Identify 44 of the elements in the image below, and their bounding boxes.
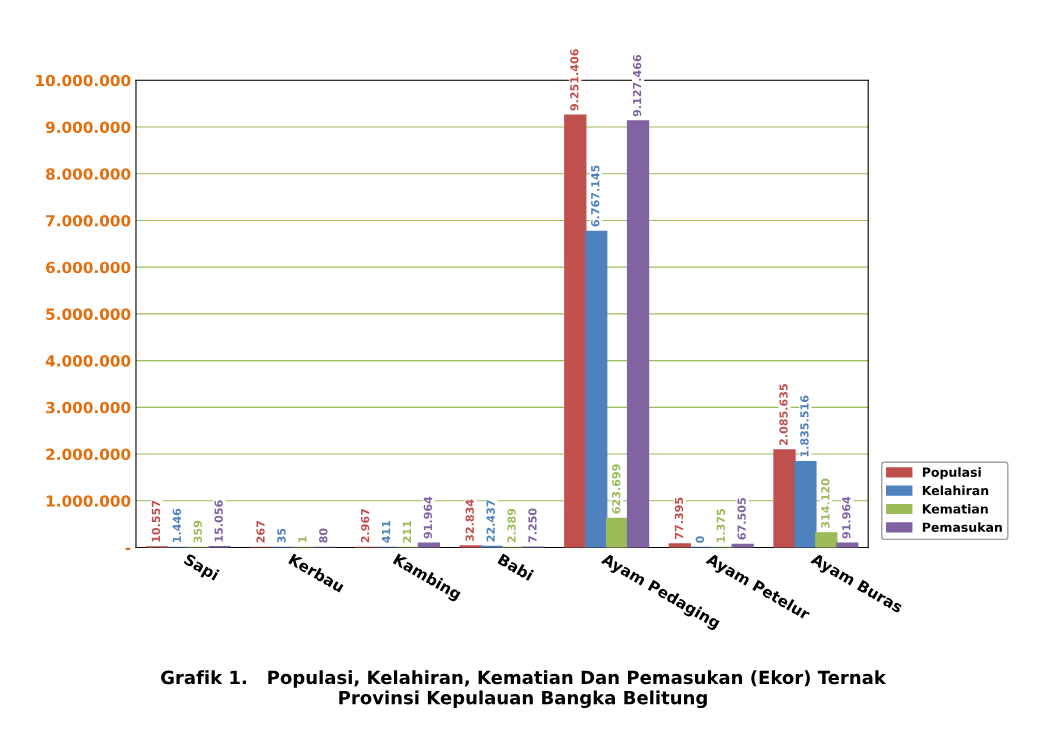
data-label: 0 — [695, 536, 705, 543]
data-label: 1 — [298, 536, 307, 543]
data-label: 359 — [193, 520, 202, 543]
data-label: 9.251.406 — [570, 49, 579, 111]
data-label: 1.835.516 — [800, 395, 809, 457]
data-label: 77.395 — [674, 497, 684, 539]
data-label: 9.127.466 — [632, 54, 642, 117]
data-label: 91.964 — [842, 496, 851, 539]
legend-label: Populasi — [922, 467, 981, 480]
data-label: 2.967 — [360, 508, 370, 543]
data-label: 211 — [402, 520, 412, 543]
data-label: 267 — [256, 521, 265, 543]
data-label: 2.085.635 — [779, 384, 788, 446]
y-tick-label: 6.000.000 — [46, 261, 131, 274]
y-tick-label: 9.000.000 — [45, 121, 131, 134]
y-tick-label: 2.000.000 — [46, 448, 131, 461]
y-tick-label: 1.000.000 — [46, 495, 131, 507]
data-label: 10.557 — [151, 500, 161, 542]
data-label: 411 — [381, 520, 391, 543]
data-label: 7.250 — [528, 508, 537, 543]
data-label: 314.120 — [821, 478, 830, 528]
data-label: 91.964 — [423, 496, 433, 539]
y-tick-label: 3.000.000 — [46, 401, 131, 414]
data-label: 623.699 — [611, 464, 621, 514]
y-tick-label: - — [125, 547, 131, 550]
data-label: 32.834 — [465, 499, 474, 542]
y-tick-label: 8.000.000 — [46, 168, 131, 180]
data-label: 80 — [319, 528, 328, 543]
y-tick-label: 4.000.000 — [45, 355, 131, 367]
text: Grafik 1. Populasi, Kelahiran, Kematian Dan Pemasukan (Ekor) Ternak Provinsi Kepulauan Bangka Belitung — [161, 670, 887, 709]
data-label: 67.505 — [737, 498, 746, 540]
data-label: 35 — [277, 528, 286, 543]
legend-label: Pemasukan — [922, 522, 1002, 532]
y-tick-label: 5.000.000 — [46, 308, 131, 320]
data-label: 15.056 — [214, 500, 223, 542]
y-tick-label: 10.000.000 — [36, 74, 131, 87]
data-label: 1.375 — [716, 508, 725, 543]
legend-label: Kematian — [922, 503, 988, 514]
data-label: 6.767.145 — [591, 165, 600, 227]
data-label: 22.437 — [486, 500, 495, 542]
y-tick-label: 7.000.000 — [46, 214, 131, 227]
legend-label: Kelahiran — [922, 485, 989, 496]
data-label: 2.389 — [507, 508, 516, 543]
data-label: 1.446 — [172, 508, 182, 543]
